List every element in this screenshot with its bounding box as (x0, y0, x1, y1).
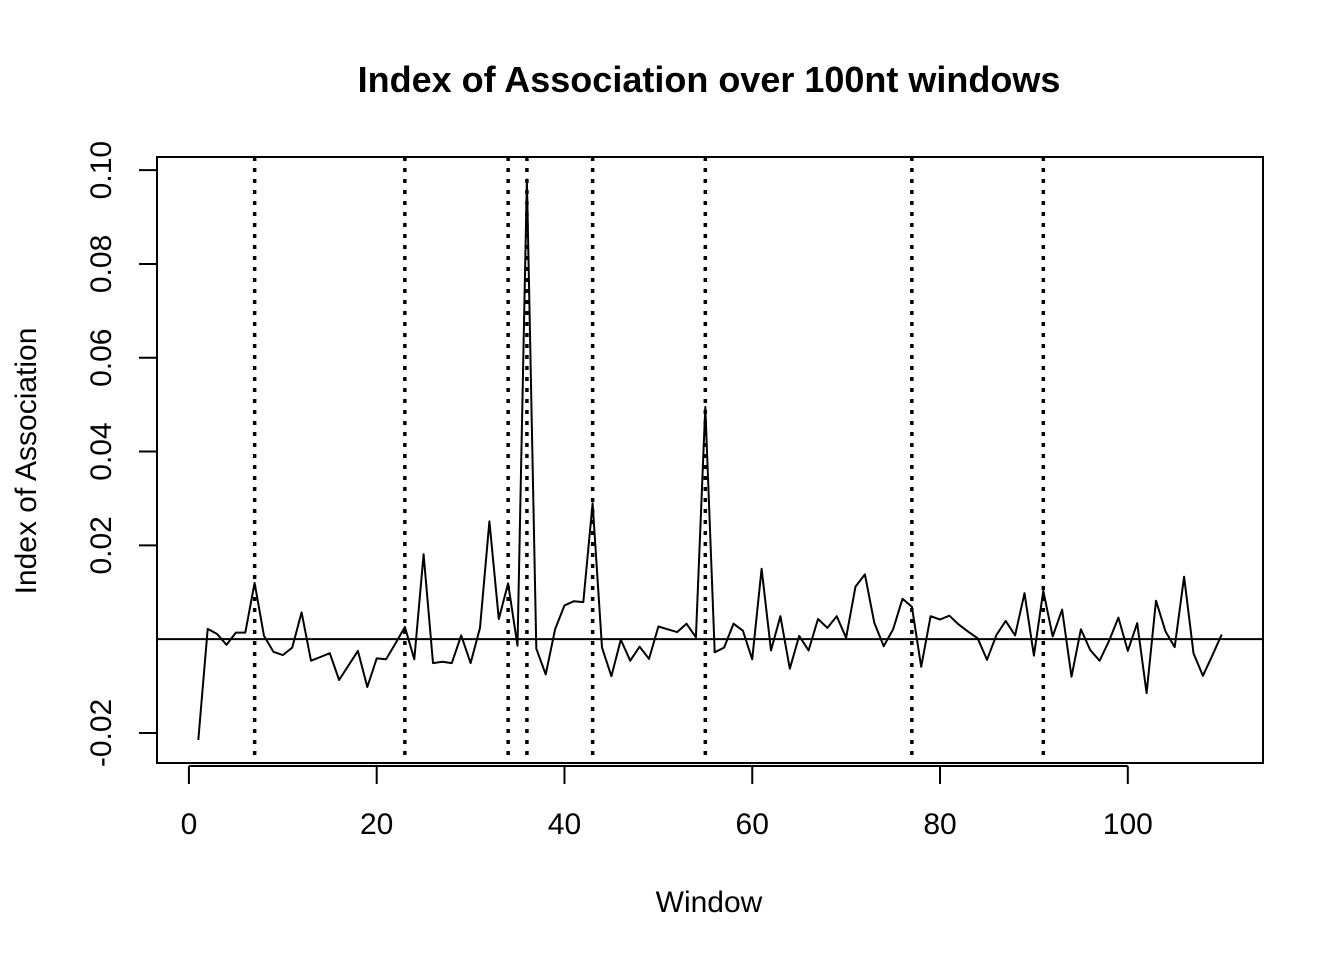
y-axis-label: Index of Association (10, 328, 43, 595)
vertical-dotted-lines (252, 157, 1046, 763)
y-tick-label-0.08: 0.08 (85, 235, 118, 293)
y-axis: -0.02 0.02 0.04 0.06 0.08 0.10 (85, 141, 158, 767)
x-tick-label-20: 20 (360, 808, 393, 841)
y-tick-label--0.02: -0.02 (85, 699, 118, 767)
x-axis: 0 20 40 60 80 100 (181, 765, 1153, 841)
y-tick-label-0.10: 0.10 (85, 141, 118, 199)
chart-title: Index of Association over 100nt windows (358, 59, 1061, 100)
x-tick-label-100: 100 (1103, 808, 1153, 841)
x-tick-label-60: 60 (736, 808, 769, 841)
plot-frame (156, 156, 1264, 764)
x-axis-label: Window (656, 886, 763, 919)
x-tick-label-40: 40 (548, 808, 581, 841)
x-tick-label-0: 0 (181, 808, 198, 841)
y-tick-label-0.06: 0.06 (85, 329, 118, 387)
series-line-1 (197, 178, 1223, 741)
series-group (197, 178, 1223, 741)
y-tick-label-0.04: 0.04 (85, 422, 118, 480)
x-tick-label-80: 80 (923, 808, 956, 841)
y-tick-label-0.02: 0.02 (85, 516, 118, 574)
